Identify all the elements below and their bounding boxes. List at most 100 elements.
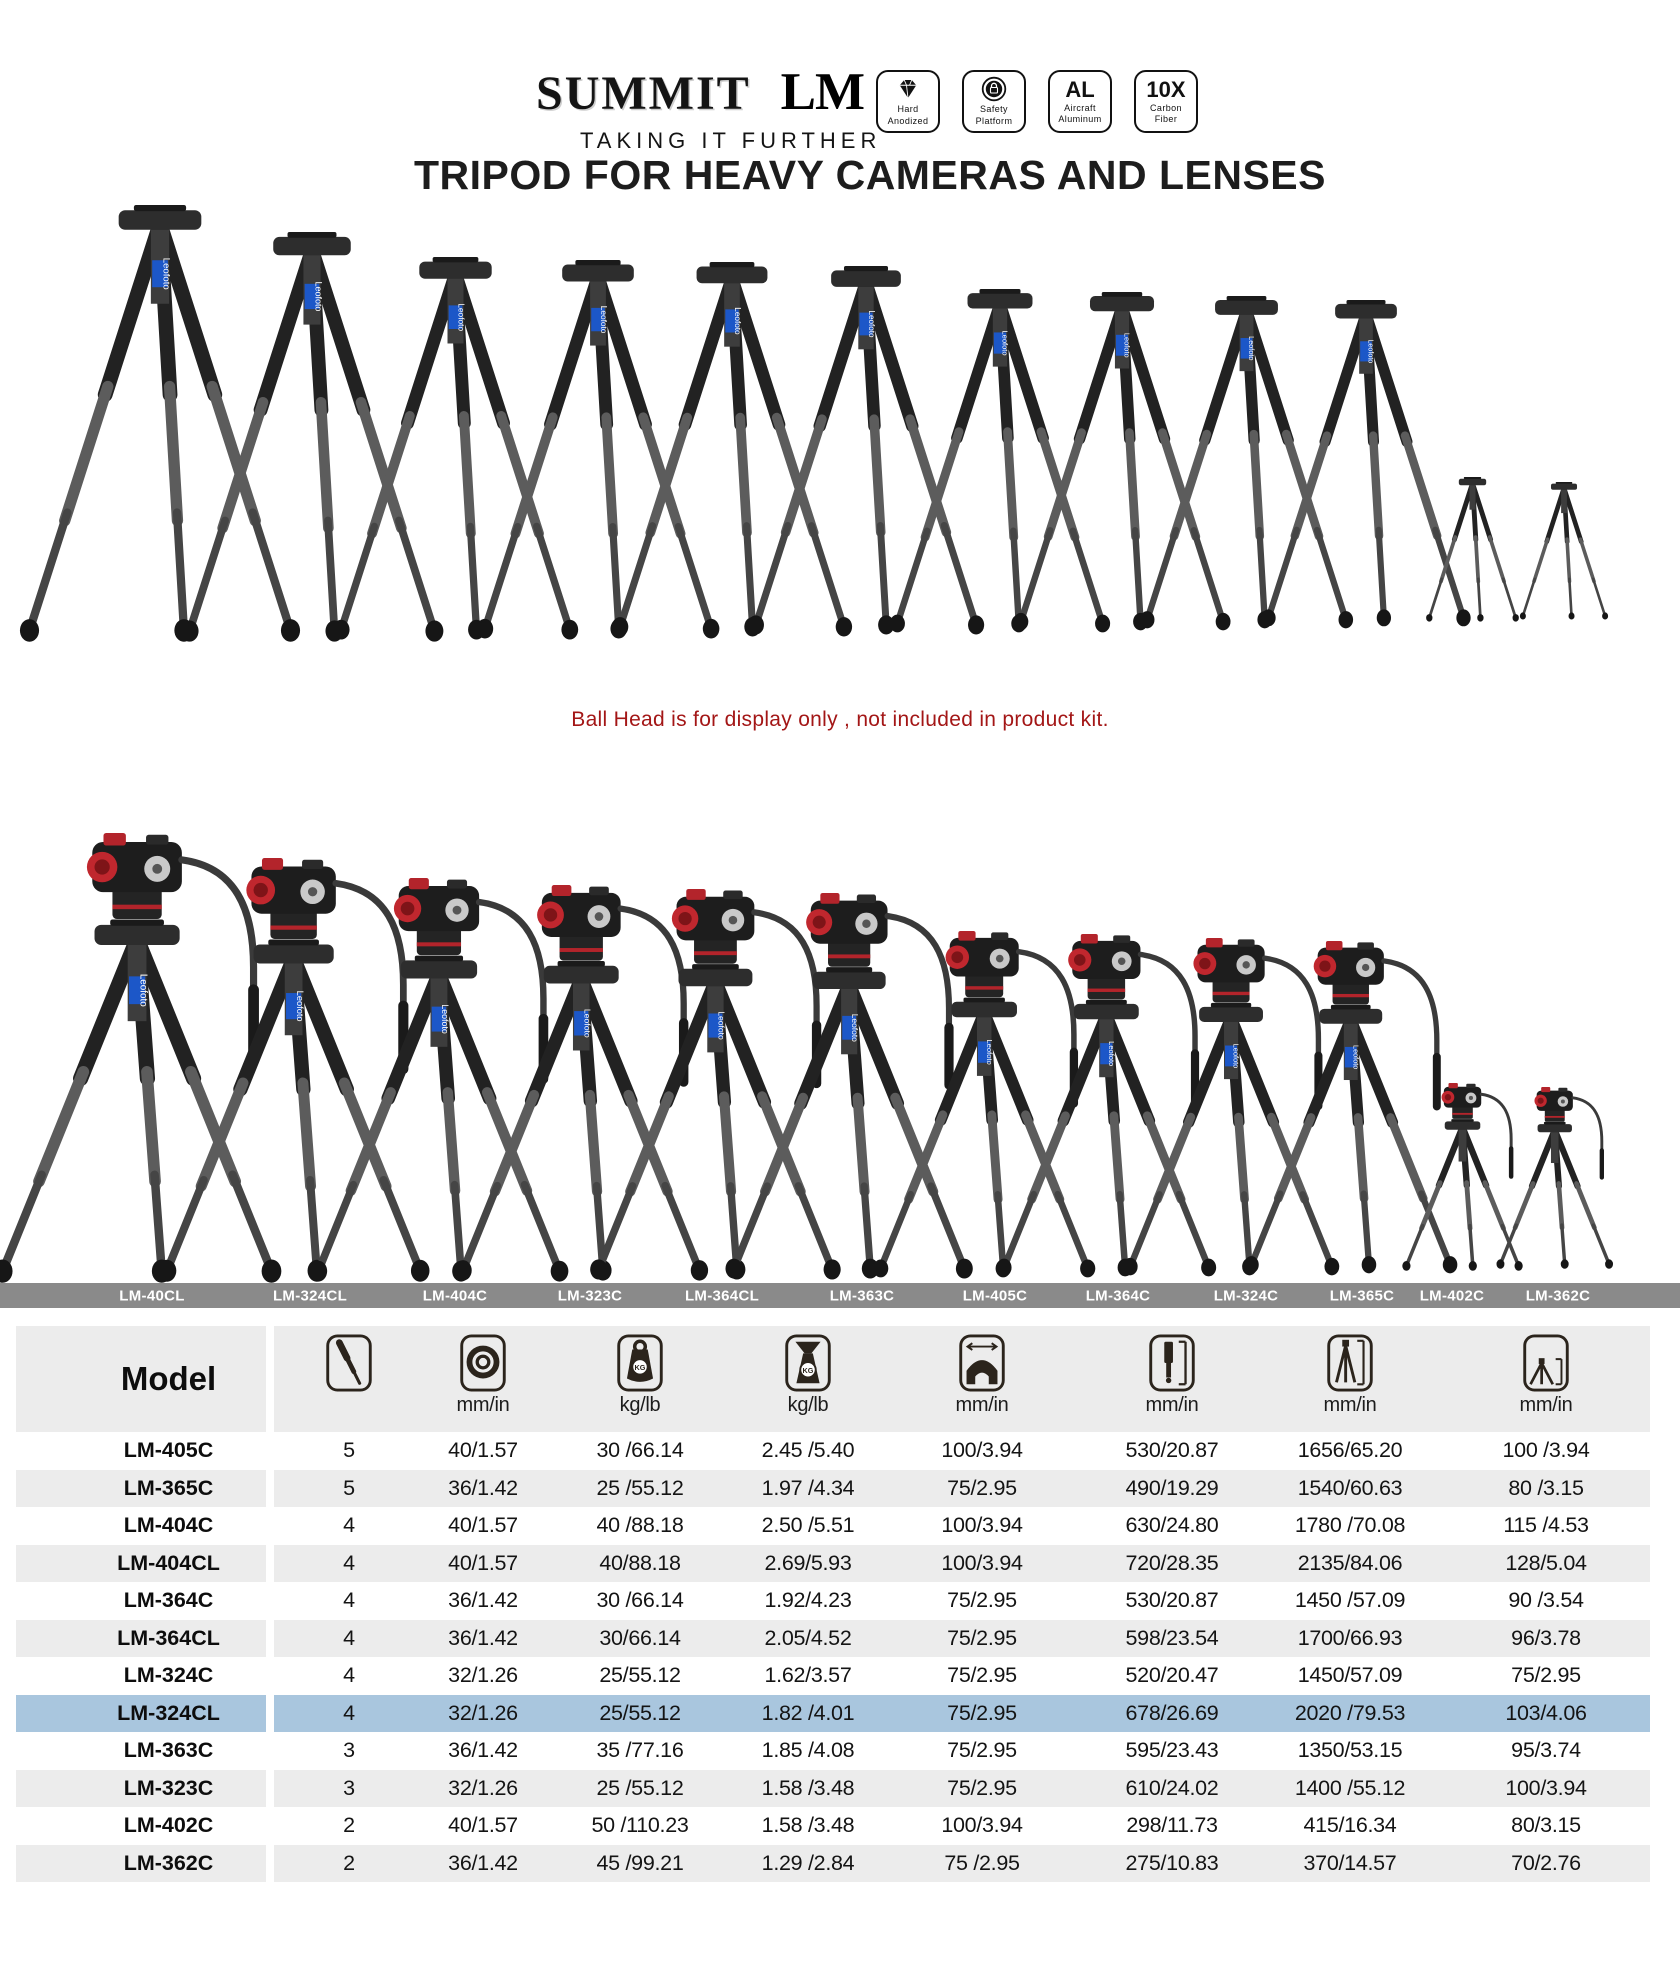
leg-sections-icon [325,1334,373,1392]
spec-value: 100/3.94 [1505,1775,1587,1800]
model-bar-label: LM-324C [1213,1287,1279,1304]
spec-value: 4 [343,1700,355,1725]
center-column-icon [1148,1334,1196,1392]
spec-value: 128/5.04 [1505,1550,1587,1575]
model-bar-label: LM-324CL [272,1287,348,1304]
spec-value: 32/1.26 [448,1700,518,1725]
tube-diameter-icon [459,1334,507,1392]
spec-value: 100/3.94 [941,1513,1023,1538]
svg-text:Leofoto: Leofoto [138,974,149,1007]
model-bar-label: LM-365C [1329,1287,1395,1304]
tripod-with-head-image: Leofoto [590,889,841,1280]
column-unit: mm/in [1519,1394,1573,1416]
spec-value: 75 /2.95 [944,1850,1020,1875]
table-row: LM-404C 4 40/1.57 40 /88.18 2.50 /5.51 100/3.… [16,1507,1650,1545]
tripod-image: Leofoto [1013,292,1231,631]
row-values: 4 40/1.57 40/88.18 2.69/5.93 100/3.94 720/28.… [274,1544,1650,1582]
spec-value: 100/3.94 [941,1438,1023,1463]
spec-value: 4 [343,1663,355,1688]
spec-value: 2.69/5.93 [764,1550,852,1575]
model-name: LM-402C [16,1807,266,1845]
row-values: 4 32/1.26 25/55.12 1.62/3.57 75/2.95 520/20.4… [274,1657,1650,1695]
column-gap [266,1694,274,1732]
tripod-image: Leofoto [611,262,853,637]
spec-value: 75/2.95 [1511,1663,1581,1688]
model-name: LM-404C [16,1507,266,1545]
min-height-icon [1522,1334,1570,1392]
svg-text:KG: KG [635,1363,646,1372]
model-name: LM-363C [16,1732,266,1770]
model-name: LM-364CL [16,1619,266,1657]
spec-value: 720/28.35 [1125,1550,1219,1575]
spec-value: 80 /3.15 [1508,1475,1584,1500]
spec-value: 90 /3.54 [1508,1588,1584,1613]
spec-value: 4 [343,1513,355,1538]
tripod-with-head-image: Leofoto [1244,941,1458,1274]
column-unit: kg/lb [787,1394,829,1416]
spec-value: 1.85 /4.08 [761,1738,855,1763]
ball-head-note: Ball Head is for display only , not incl… [571,708,1109,731]
column-unit: mm/in [456,1394,510,1416]
spec-value: 95/3.74 [1511,1738,1581,1763]
spec-value: 2 [343,1813,355,1838]
logo-block: SUMMIT LM TAKING IT FURTHER [536,66,881,154]
spec-value: 30/66.14 [599,1625,681,1650]
spec-value: 4 [343,1550,355,1575]
column-gap [266,1507,274,1545]
svg-text:Leofoto: Leofoto [1107,1041,1116,1066]
svg-text:Leofoto: Leofoto [1232,1044,1241,1069]
model-bar-label: LM-362C [1525,1287,1591,1304]
tripod-with-head-image: Leofoto [996,934,1217,1277]
badge-label: Hard Anodized [887,104,929,126]
badge-list: Hard Anodized Safety Platform AL Aircraft Alum… [876,70,1198,133]
column-gap [266,1844,274,1882]
column-header-min-height: mm/in [1442,1326,1650,1432]
spec-table: Model mm/in KG kg/lb KG kg/lb mm/in mm/in mm/in… [16,1326,1650,1882]
table-row: LM-365C 5 36/1.42 25 /55.12 1.97 /4.34 75/2.9… [16,1469,1650,1507]
badge-big-text: 10X [1146,76,1186,102]
row-values: 5 36/1.42 25 /55.12 1.97 /4.34 75/2.95 490/19… [274,1469,1650,1507]
spec-value: 1.92/4.23 [764,1588,852,1613]
model-bar-label: LM-402C [1419,1287,1485,1304]
column-header-load-capacity: KG kg/lb [542,1326,738,1432]
spec-value: 4 [343,1588,355,1613]
spec-value: 3 [343,1775,355,1800]
column-gap [266,1582,274,1620]
column-header-max-height: mm/in [1258,1326,1442,1432]
spec-value: 30 /66.14 [596,1588,684,1613]
model-name: LM-404CL [16,1544,266,1582]
badge-carbon-fiber: 10X Carbon Fiber [1134,70,1198,133]
spec-value: 36/1.42 [448,1738,518,1763]
spec-value: 1.62/3.57 [764,1663,852,1688]
svg-text:Leofoto: Leofoto [1367,339,1375,363]
spec-value: 75/2.95 [947,1475,1017,1500]
svg-text:KG: KG [803,1366,814,1375]
spec-value: 100/3.94 [941,1550,1023,1575]
tripod-with-head-image: Leofoto [725,893,973,1279]
tripod-image [1519,482,1609,620]
spec-value: 1656/65.20 [1297,1438,1403,1463]
spec-column-headers: mm/in KG kg/lb KG kg/lb mm/in mm/in mm/in mm/in [274,1326,1650,1432]
model-column-header: Model [16,1326,266,1432]
svg-text:Leofoto: Leofoto [1247,336,1256,360]
spec-value: 2.50 /5.51 [761,1513,855,1538]
spec-value: 370/14.57 [1303,1850,1397,1875]
spec-value: 75/2.95 [947,1738,1017,1763]
row-values: 5 40/1.57 30 /66.14 2.45 /5.40 100/3.94 530/2… [274,1432,1650,1470]
model-name: LM-365C [16,1469,266,1507]
spec-value: 1450/57.09 [1297,1663,1403,1688]
svg-text:Leofoto: Leofoto [295,991,305,1022]
model-bar-label: LM-364C [1085,1287,1151,1304]
badge-aircraft-aluminum: AL Aircraft Aluminum [1048,70,1112,133]
spec-value: 36/1.42 [448,1588,518,1613]
column-unit: mm/in [955,1394,1009,1416]
spec-value: 490/19.29 [1125,1475,1219,1500]
svg-text:Leofoto: Leofoto [985,1039,994,1064]
load-capacity-icon: KG [616,1334,664,1392]
spec-value: 32/1.26 [448,1663,518,1688]
spec-value: 1.82 /4.01 [761,1700,855,1725]
column-gap [266,1619,274,1657]
badge-label: Aircraft Aluminum [1058,102,1102,125]
lock-icon [981,76,1007,102]
